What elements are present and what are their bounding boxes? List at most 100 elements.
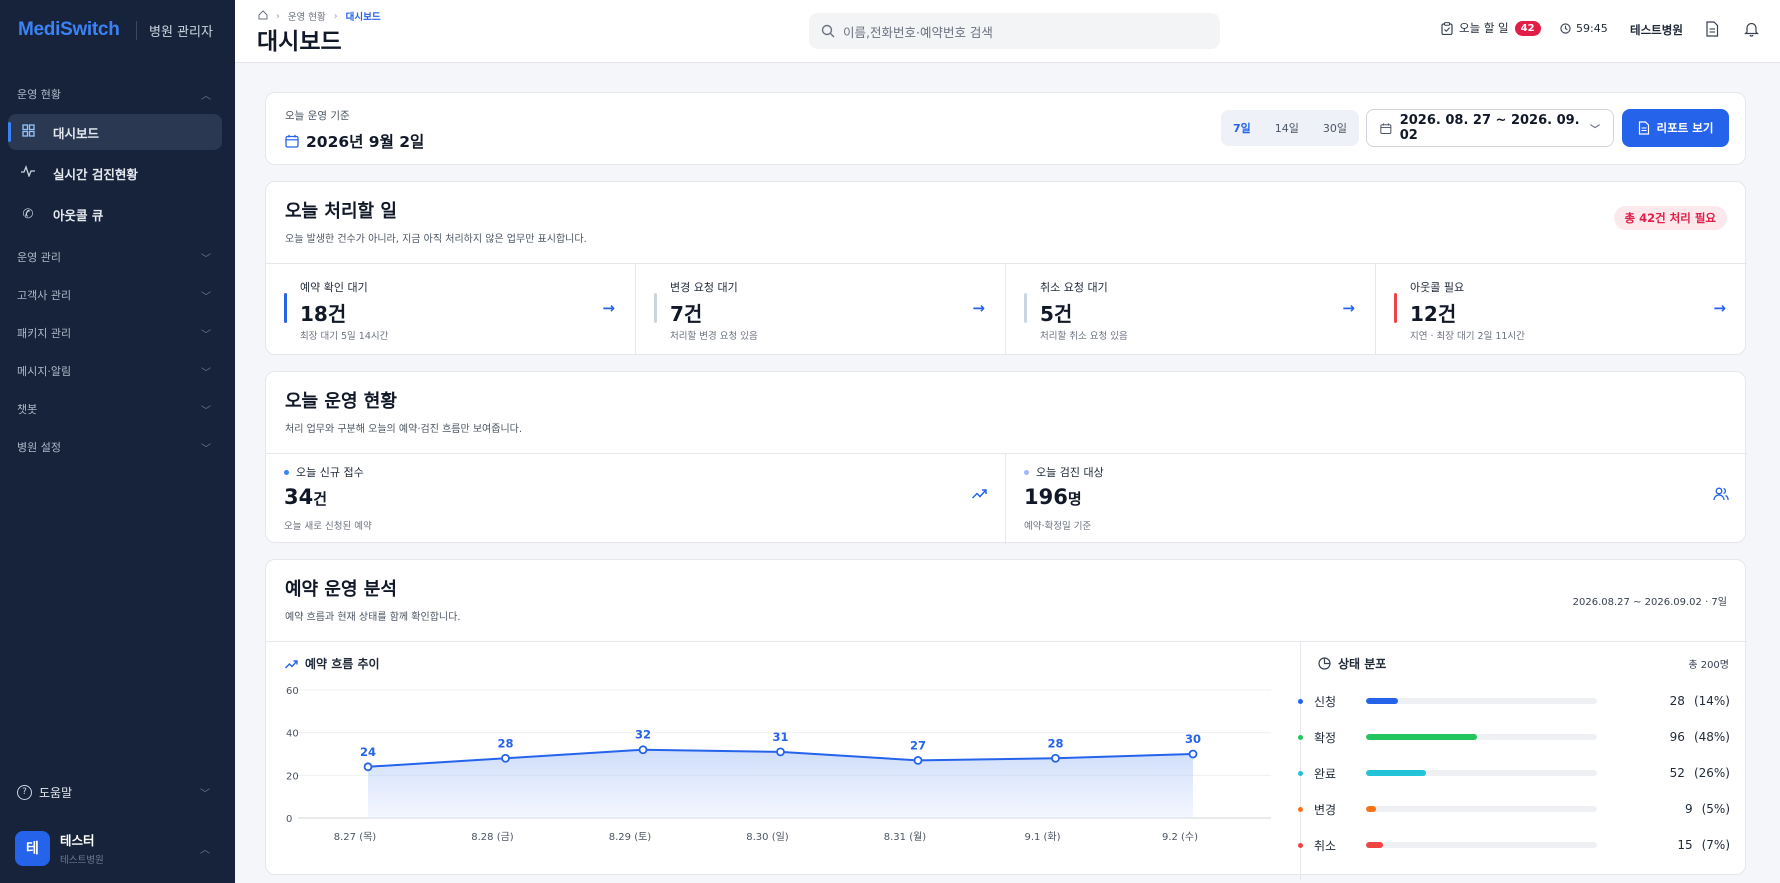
date-text: 2026년 9월 2일 bbox=[306, 133, 425, 151]
y-tick-label: 0 bbox=[286, 814, 292, 825]
user-profile[interactable]: 테 테스터 테스트병원 ︿ bbox=[15, 830, 210, 866]
data-point[interactable] bbox=[1188, 749, 1198, 759]
sidebar-item-label: 실시간 검진현황 bbox=[53, 166, 138, 182]
todo-button[interactable]: 오늘 할 일 42 bbox=[1441, 20, 1541, 36]
status-percent: (48%) bbox=[1693, 730, 1730, 744]
metric-tile: 오늘 검진 대상 196명 예약·확정일 기준 bbox=[1006, 453, 1747, 544]
arrow-right-icon[interactable]: → bbox=[1342, 299, 1355, 317]
chevron-down-icon: ﹀ bbox=[201, 405, 211, 417]
section-label: 병원 설정 bbox=[17, 441, 61, 454]
x-tick-label: 8.29 (토) bbox=[609, 832, 652, 843]
search-input[interactable]: 이름,전화번호·예약번호 검색 bbox=[809, 13, 1220, 49]
section-messages[interactable]: 메시지·알림 ﹀ bbox=[17, 361, 211, 381]
arrow-right-icon[interactable]: → bbox=[602, 299, 615, 317]
metric-value: 196명 bbox=[1024, 485, 1082, 509]
calendar-icon bbox=[1380, 122, 1392, 134]
report-button[interactable]: 리포트 보기 bbox=[1622, 109, 1729, 147]
section-label: 메시지·알림 bbox=[17, 365, 72, 378]
status-percent: (7%) bbox=[1701, 838, 1730, 852]
date-range-picker[interactable]: 2026. 08. 27 ~ 2026. 09. 02 ﹀ bbox=[1366, 109, 1614, 147]
status-value: 28 (14%) bbox=[1670, 694, 1730, 708]
range-toggle: 7일 14일 30일 bbox=[1221, 110, 1359, 146]
status-name: 신청 bbox=[1314, 694, 1337, 709]
status-name: 변경 bbox=[1314, 802, 1337, 817]
section-clients[interactable]: 고객사 관리 ﹀ bbox=[17, 285, 211, 305]
chevron-down-icon: ﹀ bbox=[200, 788, 210, 800]
y-tick-label: 60 bbox=[286, 686, 299, 697]
status-value: 96 (48%) bbox=[1670, 730, 1730, 744]
status-label: 변경 bbox=[1298, 801, 1366, 818]
help-icon: ? bbox=[17, 784, 32, 800]
status-count: 9 bbox=[1684, 802, 1693, 816]
status-label: 취소 bbox=[1298, 837, 1366, 854]
breadcrumb-item[interactable]: 운영 현황 bbox=[287, 12, 326, 23]
sidebar-item-outcall[interactable]: ✆ 아웃콜 큐 bbox=[8, 196, 222, 232]
data-point[interactable] bbox=[501, 753, 510, 763]
data-label: 27 bbox=[910, 738, 926, 752]
task-tile[interactable]: 변경 요청 대기 7건 처리할 변경 요청 있음 → bbox=[636, 263, 1006, 355]
activity-icon bbox=[19, 165, 37, 181]
data-point[interactable] bbox=[776, 747, 785, 757]
bell-icon[interactable] bbox=[1744, 21, 1759, 41]
chevron-up-icon: ︿ bbox=[200, 844, 210, 856]
section-hospital-settings[interactable]: 병원 설정 ﹀ bbox=[17, 437, 211, 457]
status-row: 확정 96 (48%) bbox=[1298, 727, 1730, 747]
app-logo[interactable]: MediSwitch bbox=[18, 19, 120, 40]
tile-value: 18건 bbox=[300, 302, 347, 326]
metric-label: 오늘 신규 접수 bbox=[284, 464, 364, 480]
metric-unit: 명 bbox=[1067, 490, 1082, 508]
task-tile[interactable]: 취소 요청 대기 5건 처리할 취소 요청 있음 → bbox=[1006, 263, 1376, 355]
tile-accent-bar bbox=[1024, 293, 1027, 323]
pie-chart-icon bbox=[1318, 657, 1331, 670]
tile-sub: 처리할 변경 요청 있음 bbox=[670, 331, 758, 342]
section-packages[interactable]: 패키지 관리 ﹀ bbox=[17, 323, 211, 343]
trend-title-text: 예약 흐름 추이 bbox=[305, 657, 380, 671]
data-point[interactable] bbox=[1051, 753, 1060, 763]
range-7d[interactable]: 7일 bbox=[1232, 122, 1251, 135]
breadcrumb-current: 대시보드 bbox=[345, 12, 381, 23]
dist-title-text: 상태 분포 bbox=[1338, 657, 1387, 671]
arrow-right-icon[interactable]: → bbox=[972, 299, 985, 317]
section-subtitle: 오늘 발생한 건수가 아니라, 지금 아직 처리하지 않은 업무만 표시합니다. bbox=[285, 234, 587, 245]
status-count: 15 bbox=[1677, 838, 1693, 852]
data-point[interactable] bbox=[913, 756, 923, 765]
data-point[interactable] bbox=[638, 745, 648, 755]
task-tile[interactable]: 아웃콜 필요 12건 지연 · 최장 대기 2일 11시간 → bbox=[1376, 263, 1746, 355]
status-bar-track bbox=[1366, 734, 1597, 740]
analysis-card: 예약 운영 분석 예약 흐름과 현재 상태를 함께 확인합니다. 2026.08… bbox=[265, 559, 1747, 880]
status-bar-track bbox=[1366, 842, 1597, 848]
dist-title: 상태 분포 bbox=[1318, 655, 1386, 672]
chevron-down-icon: ﹀ bbox=[201, 329, 211, 341]
sidebar-item-realtime[interactable]: 실시간 검진현황 bbox=[8, 155, 222, 191]
sidebar-item-dashboard[interactable]: 대시보드 bbox=[8, 114, 222, 150]
range-14d[interactable]: 14일 bbox=[1274, 122, 1299, 135]
home-icon[interactable] bbox=[258, 9, 268, 23]
task-tile[interactable]: 예약 확인 대기 18건 최장 대기 5일 14시간 → bbox=[266, 263, 636, 355]
sidebar-item-label: 아웃콜 큐 bbox=[53, 207, 104, 223]
user-hospital: 테스트병원 bbox=[60, 855, 104, 866]
status-bar-track bbox=[1366, 770, 1597, 776]
arrow-right-icon[interactable]: → bbox=[1713, 299, 1726, 317]
metric-value: 34건 bbox=[284, 485, 327, 509]
chevron-down-icon: ﹀ bbox=[1590, 124, 1600, 136]
data-point[interactable] bbox=[363, 762, 373, 772]
tile-sub: 최장 대기 5일 14시간 bbox=[300, 331, 389, 342]
status-bar bbox=[1366, 806, 1377, 812]
calendar-icon bbox=[285, 134, 299, 148]
document-icon[interactable] bbox=[1705, 21, 1719, 41]
metric-unit: 건 bbox=[313, 490, 328, 508]
help-menu[interactable]: ? 도움말 ﹀ bbox=[17, 781, 210, 803]
metric-number: 196 bbox=[1024, 485, 1068, 509]
report-icon bbox=[1638, 121, 1649, 135]
today-ops-card: 오늘 운영 현황 처리 업무와 구분해 오늘의 예약·검진 흐름만 보여줍니다.… bbox=[265, 371, 1747, 544]
section-ops-manage[interactable]: 운영 관리 ﹀ bbox=[17, 247, 211, 267]
hospital-name[interactable]: 테스트병원 bbox=[1630, 23, 1683, 37]
section-chatbot[interactable]: 챗봇 ﹀ bbox=[17, 399, 211, 419]
section-label: 패키지 관리 bbox=[17, 327, 72, 340]
status-label: 신청 bbox=[1298, 693, 1366, 710]
tile-accent-bar bbox=[1394, 293, 1397, 323]
section-ops-status[interactable]: 운영 현황 ︿ bbox=[17, 84, 211, 104]
status-row: 변경 9 (5%) bbox=[1298, 799, 1730, 819]
range-30d[interactable]: 30일 bbox=[1322, 122, 1347, 135]
tile-label: 아웃콜 필요 bbox=[1410, 281, 1465, 294]
